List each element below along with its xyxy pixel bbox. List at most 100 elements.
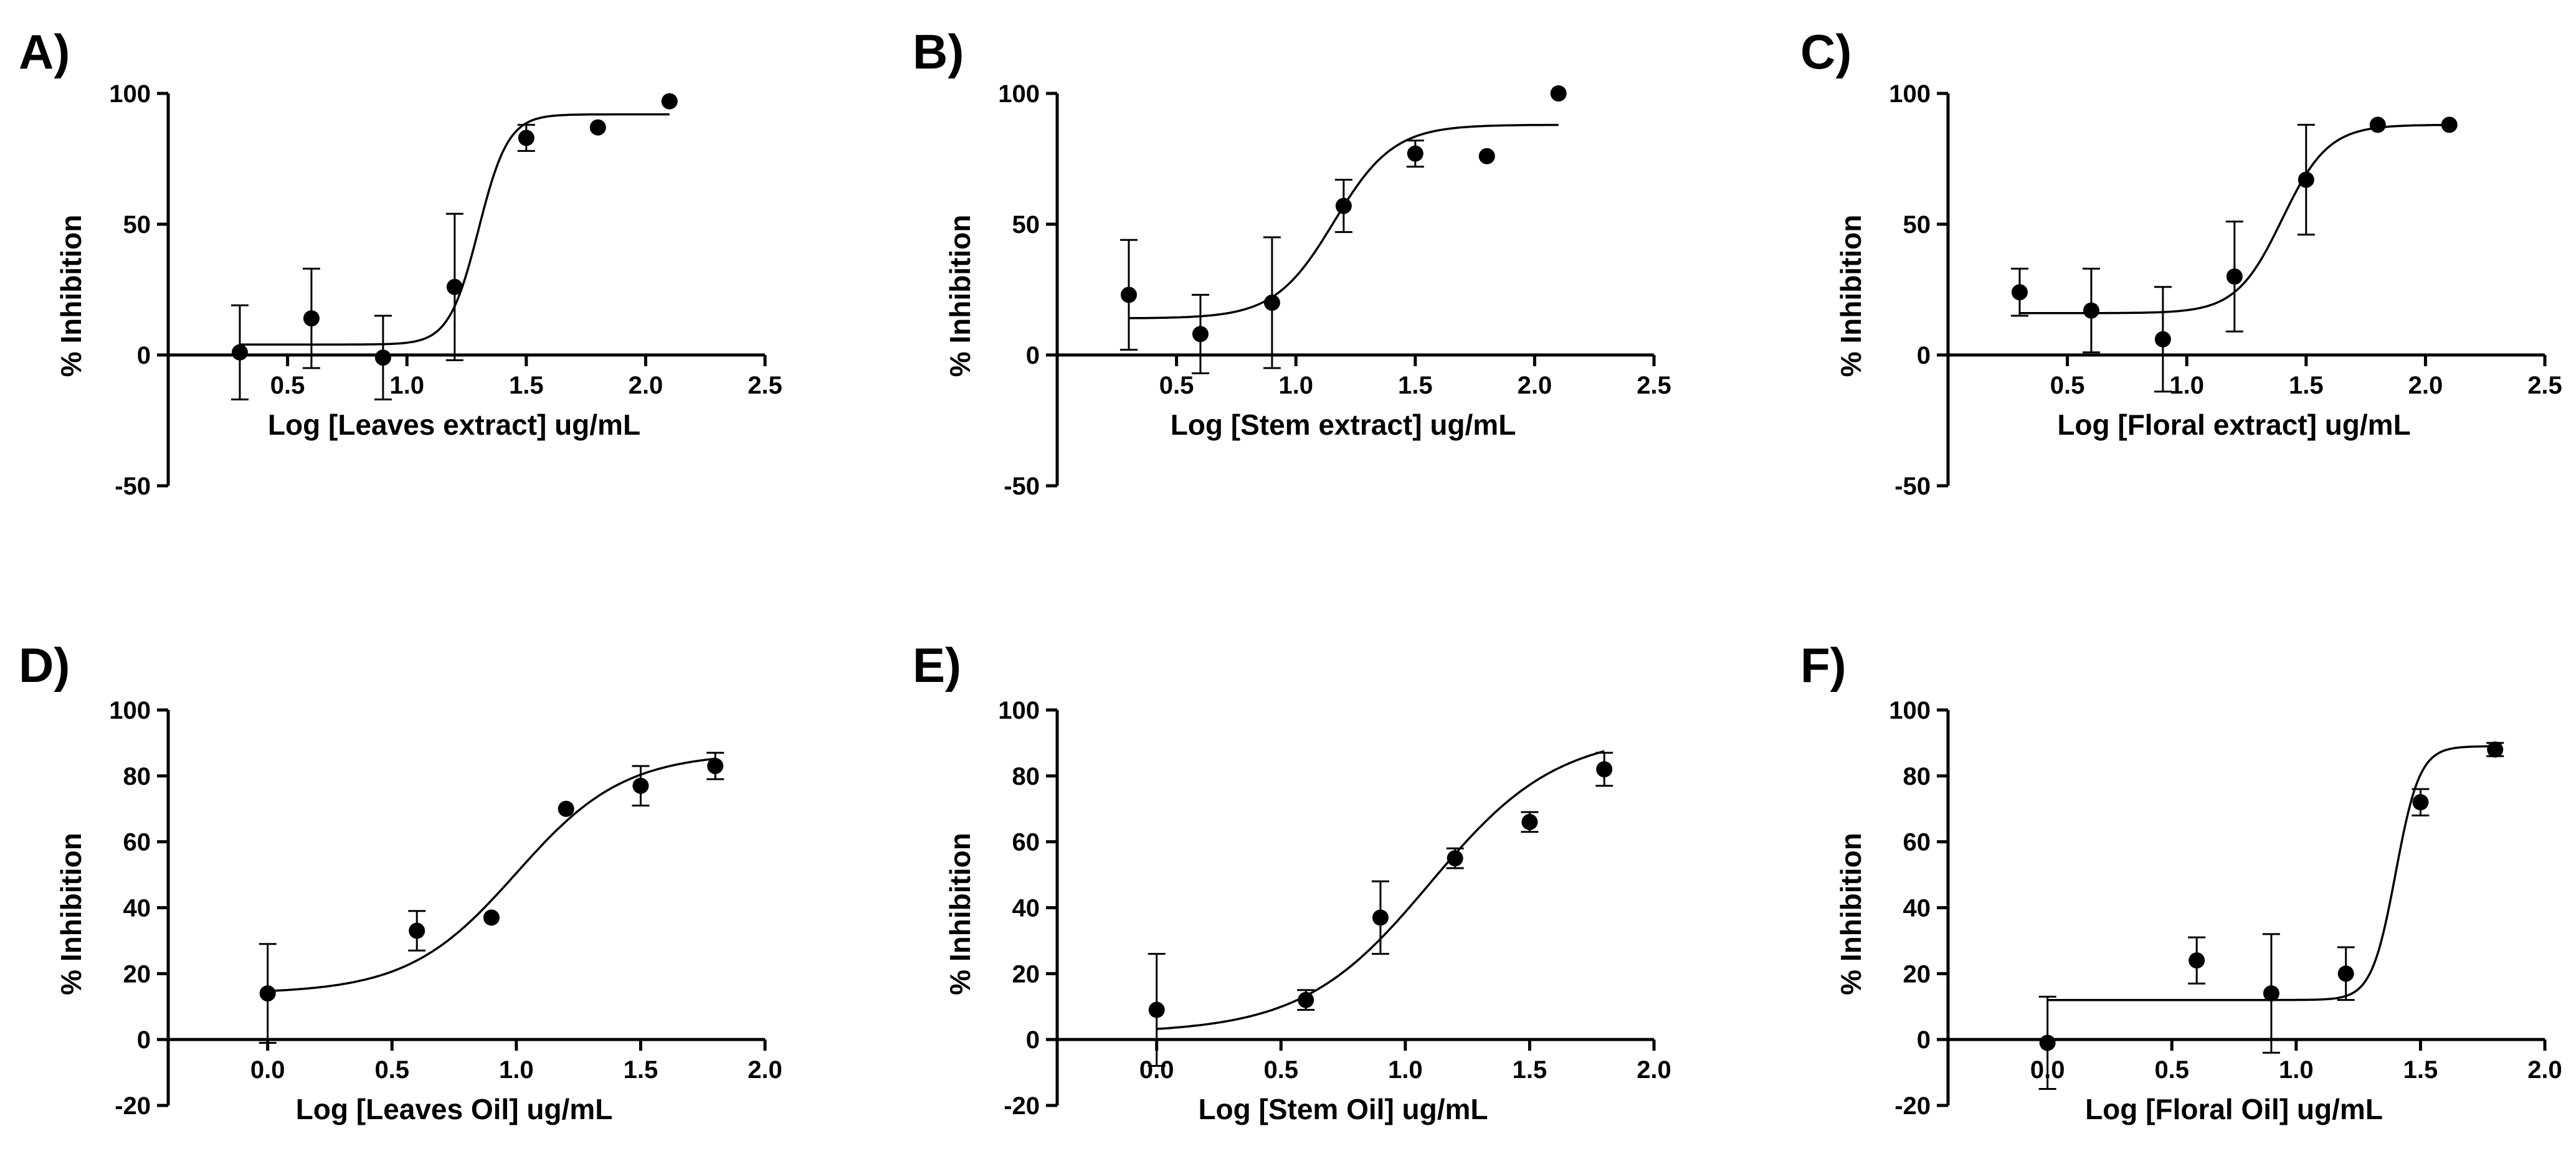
y-tick-label: 40 xyxy=(1903,895,1931,922)
panel-letter: C) xyxy=(1800,24,1851,79)
x-tick-label: 2.0 xyxy=(1518,372,1552,399)
x-axis-title: Log [Floral Oil] ug/mL xyxy=(2085,1093,2383,1125)
y-tick-label: -20 xyxy=(1004,1092,1040,1120)
x-tick-label: 1.5 xyxy=(509,372,544,399)
panel-letter: D) xyxy=(19,638,70,693)
x-tick-label: 0.0 xyxy=(250,1056,285,1084)
chart-panel-a: A) -50 0 50 100 0.5 1.0 1.5 2.0 2.5 Log [Leaves ex… xyxy=(19,24,782,500)
data-point xyxy=(558,800,574,817)
panel-letter: E) xyxy=(913,638,961,693)
data-point xyxy=(1120,286,1137,303)
data-point xyxy=(1447,850,1463,867)
x-tick-label: 2.5 xyxy=(748,372,782,399)
y-tick-label: 20 xyxy=(123,960,151,988)
data-point xyxy=(409,922,425,939)
x-tick-label: 0.5 xyxy=(1159,372,1194,399)
y-tick-label: 100 xyxy=(1889,80,1931,108)
y-tick-label: 50 xyxy=(1012,211,1040,239)
x-tick-label: 1.5 xyxy=(624,1056,658,1084)
data-point xyxy=(2154,331,2171,348)
x-tick-label: 1.0 xyxy=(1388,1056,1423,1084)
x-axis-title: Log [Floral extract] ug/mL xyxy=(2057,409,2410,441)
y-axis-title: % Inhibition xyxy=(944,833,976,995)
data-point xyxy=(632,777,649,794)
data-point xyxy=(707,757,724,774)
data-point xyxy=(1192,326,1209,343)
chart-panel-d: D) -20 0 20 40 60 80 100 0.0 0.5 1.0 1.5 2.0 Log [Lea… xyxy=(19,638,782,1125)
data-point xyxy=(2226,268,2243,285)
panel-letter: A) xyxy=(19,24,70,79)
data-point xyxy=(2083,302,2099,319)
x-tick-label: 2.0 xyxy=(2408,372,2443,399)
data-point xyxy=(2441,116,2458,133)
x-tick-label: 1.5 xyxy=(2403,1056,2438,1084)
x-axis-title: Log [Leaves Oil] ug/mL xyxy=(296,1093,613,1125)
data-point xyxy=(231,344,248,361)
x-tick-label: 1.5 xyxy=(1513,1056,1547,1084)
y-axis-title: % Inhibition xyxy=(1835,215,1867,377)
x-tick-label: 1.0 xyxy=(2279,1056,2314,1084)
y-tick-label: 0 xyxy=(1917,1026,1931,1054)
panel-letter: F) xyxy=(1800,638,1846,693)
y-tick-label: -50 xyxy=(115,473,151,500)
data-point xyxy=(2039,1034,2056,1051)
data-point xyxy=(2189,952,2205,969)
data-point xyxy=(1148,1001,1165,1018)
data-point xyxy=(1521,813,1538,830)
y-axis-title: % Inhibition xyxy=(55,215,87,377)
x-tick-label: 2.5 xyxy=(2527,372,2562,399)
data-point xyxy=(1372,909,1389,926)
x-tick-label: 1.0 xyxy=(1278,372,1313,399)
data-point xyxy=(518,130,535,146)
y-tick-label: 0 xyxy=(1026,1026,1040,1054)
y-tick-label: -20 xyxy=(1894,1092,1931,1120)
data-point xyxy=(1263,295,1280,311)
chart-panel-c: C) -50 0 50 100 0.5 1.0 1.5 2.0 2.5 Log [Floral ex… xyxy=(1800,24,2562,500)
y-tick-label: 60 xyxy=(1903,829,1931,856)
y-tick-label: 20 xyxy=(1012,960,1040,988)
y-axis-title: % Inhibition xyxy=(944,215,976,377)
y-tick-label: 80 xyxy=(1012,763,1040,790)
y-tick-label: 40 xyxy=(1012,895,1040,922)
x-tick-label: 2.0 xyxy=(2527,1056,2562,1084)
y-tick-label: 50 xyxy=(1903,211,1931,239)
x-axis-title: Log [Leaves extract] ug/mL xyxy=(268,409,640,441)
data-point xyxy=(1596,761,1613,778)
data-point xyxy=(2369,116,2386,133)
y-tick-label: 100 xyxy=(109,697,151,724)
data-point xyxy=(446,278,463,295)
y-tick-label: -50 xyxy=(1004,473,1040,500)
x-tick-label: 1.0 xyxy=(2169,372,2204,399)
y-tick-label: 20 xyxy=(1903,960,1931,988)
panel-letter: B) xyxy=(913,24,964,79)
y-tick-label: 80 xyxy=(1903,763,1931,790)
chart-panel-b: B) -50 0 50 100 0.5 1.0 1.5 2.0 2.5 Log [Stem extr… xyxy=(913,24,1671,500)
x-axis-title: Log [Stem extract] ug/mL xyxy=(1171,409,1516,441)
data-point xyxy=(1335,197,1352,214)
y-tick-label: 100 xyxy=(998,697,1040,724)
x-axis-title: Log [Stem Oil] ug/mL xyxy=(1198,1093,1488,1125)
y-tick-label: 0 xyxy=(1026,342,1040,369)
y-tick-label: 0 xyxy=(137,342,151,369)
x-tick-label: 1.0 xyxy=(389,372,424,399)
y-tick-label: 60 xyxy=(123,829,151,856)
x-tick-label: 2.0 xyxy=(1637,1056,1671,1084)
y-tick-label: 0 xyxy=(137,1026,151,1054)
data-point xyxy=(2412,794,2429,811)
y-axis-title: % Inhibition xyxy=(55,833,87,995)
data-point xyxy=(2263,985,2279,1002)
y-axis-title: % Inhibition xyxy=(1835,833,1867,995)
x-tick-label: 0.5 xyxy=(2154,1056,2189,1084)
data-point xyxy=(483,909,500,926)
data-point xyxy=(589,119,606,136)
x-tick-label: 2.0 xyxy=(748,1056,782,1084)
data-point xyxy=(2337,965,2354,982)
x-tick-label: 2.0 xyxy=(629,372,663,399)
y-tick-label: 80 xyxy=(123,763,151,790)
y-tick-label: 0 xyxy=(1917,342,1931,369)
y-tick-label: 100 xyxy=(998,80,1040,108)
y-tick-label: 100 xyxy=(1889,697,1931,724)
x-tick-label: 0.5 xyxy=(1263,1056,1298,1084)
